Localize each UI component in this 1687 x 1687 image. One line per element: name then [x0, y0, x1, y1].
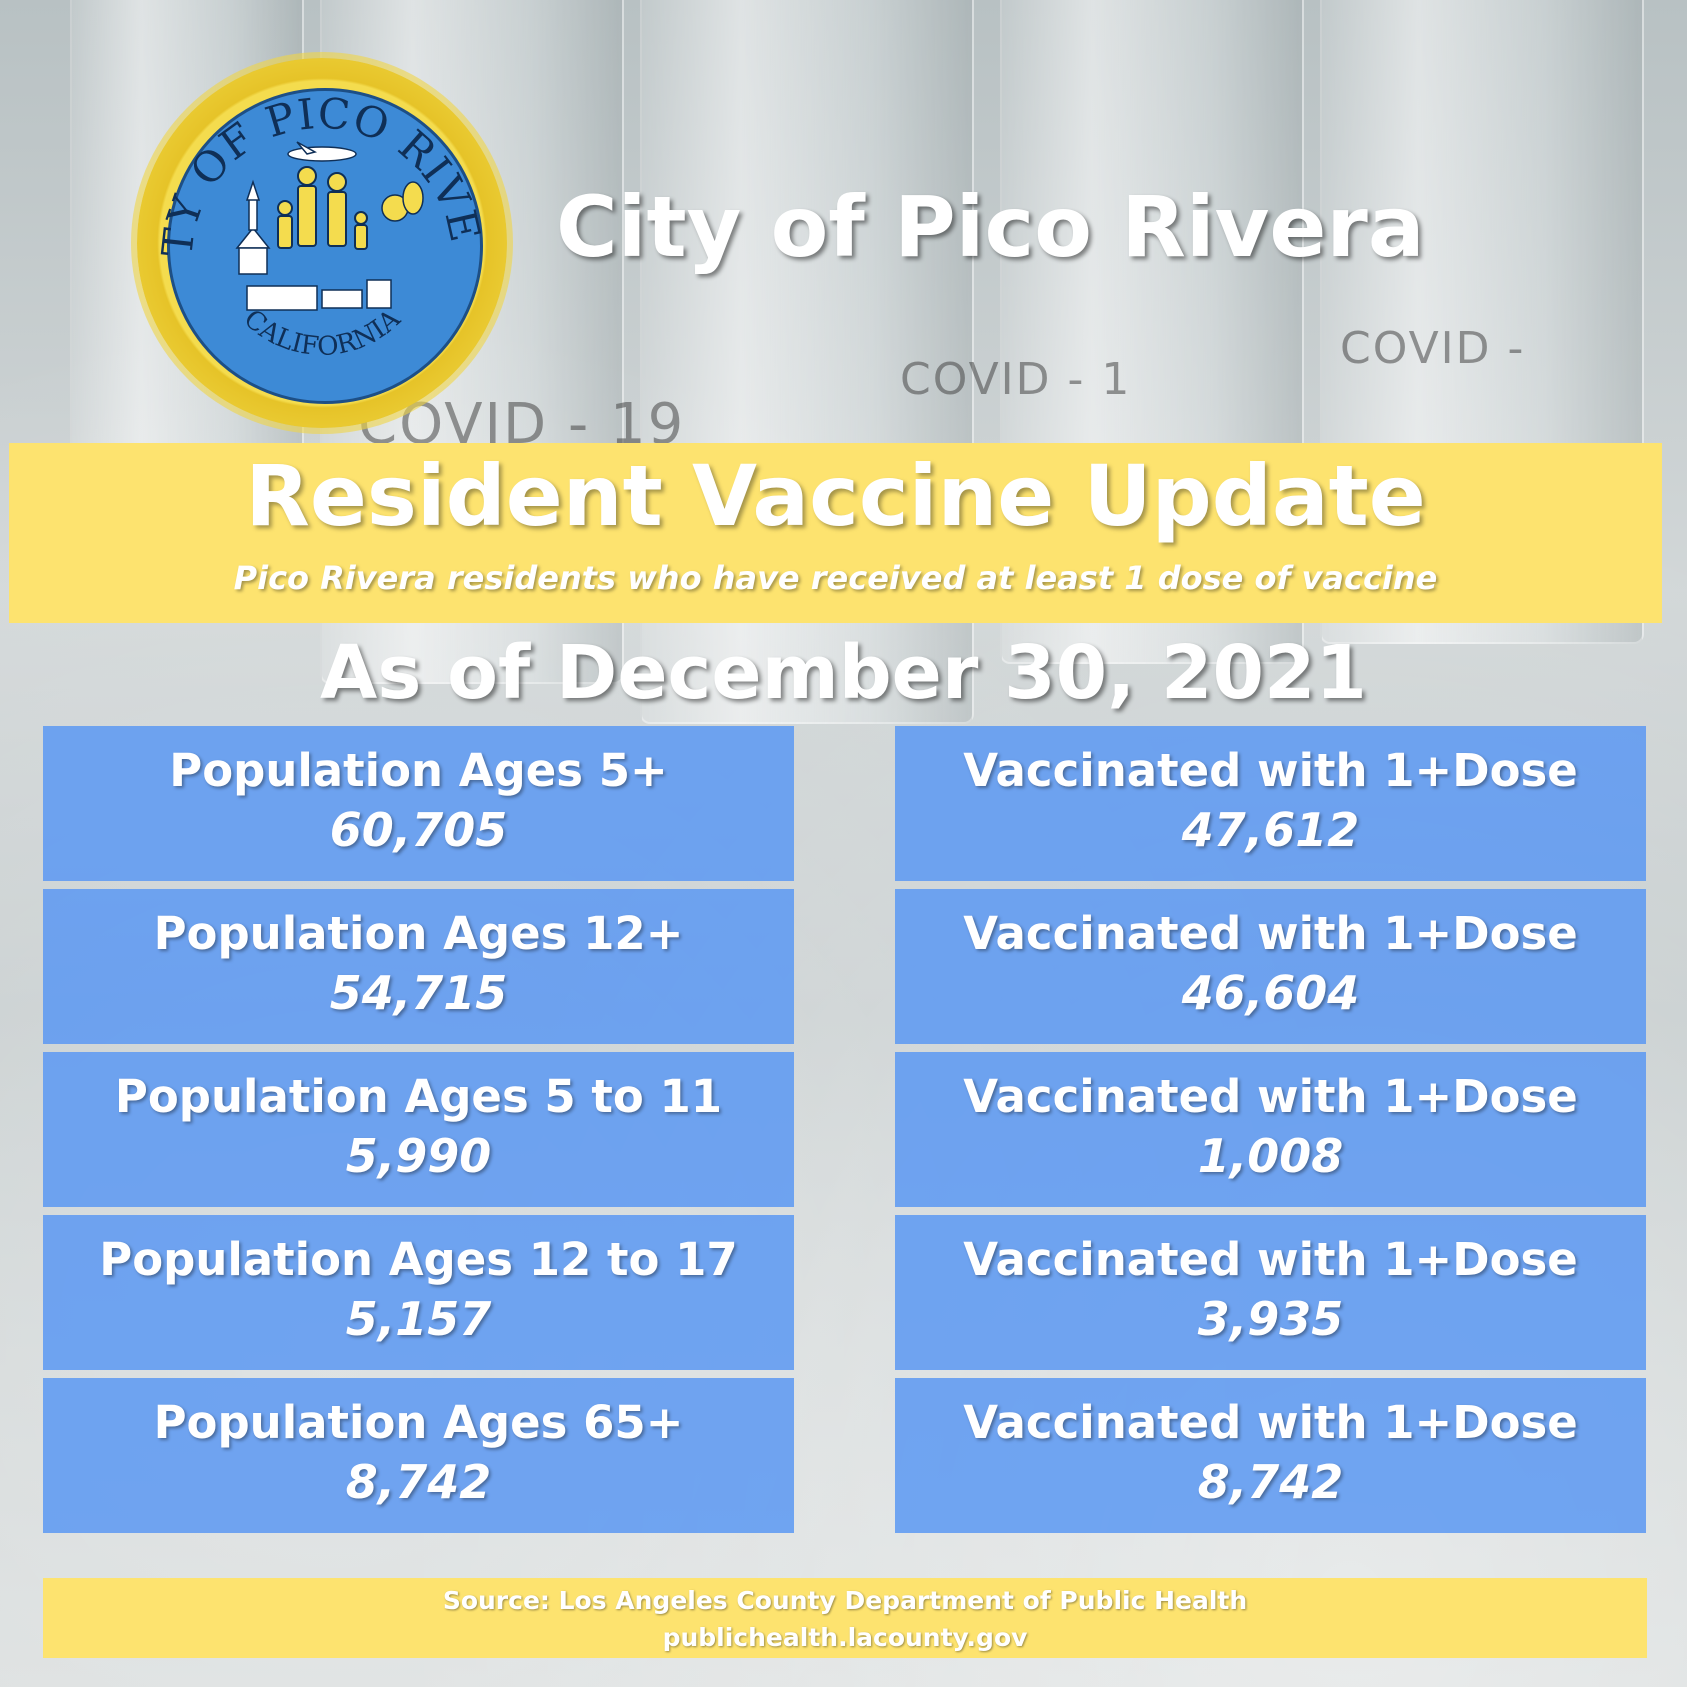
page-title: City of Pico Rivera — [556, 178, 1425, 276]
population-cell: Population Ages 12+ 54,715 — [43, 889, 794, 1044]
vaccinated-cell: Vaccinated with 1+Dose 46,604 — [895, 889, 1646, 1044]
population-label: Population Ages 5 to 11 — [114, 1070, 723, 1123]
vaccinated-cell: Vaccinated with 1+Dose 8,742 — [895, 1378, 1646, 1533]
population-cell: Population Ages 65+ 8,742 — [43, 1378, 794, 1533]
vaccinated-column: Vaccinated with 1+Dose 47,612 Vaccinated… — [895, 726, 1646, 1541]
city-seal-logo: CITY OF PICO RIVERA CALIFORNIA — [137, 58, 507, 428]
population-cell: Population Ages 5 to 11 5,990 — [43, 1052, 794, 1207]
vaccinated-label: Vaccinated with 1+Dose — [963, 744, 1578, 797]
banner-subtitle: Pico Rivera residents who have received … — [233, 559, 1438, 597]
seal-bottom-text: CALIFORNIA — [238, 303, 407, 362]
population-label: Population Ages 65+ — [153, 1396, 684, 1449]
vaccinated-value: 8,742 — [1197, 1455, 1344, 1509]
vaccinated-value: 47,612 — [1181, 803, 1360, 857]
population-cell: Population Ages 12 to 17 5,157 — [43, 1215, 794, 1370]
vaccinated-cell: Vaccinated with 1+Dose 1,008 — [895, 1052, 1646, 1207]
vaccinated-label: Vaccinated with 1+Dose — [963, 1396, 1578, 1449]
vaccinated-value: 1,008 — [1197, 1129, 1344, 1183]
vaccinated-cell: Vaccinated with 1+Dose 47,612 — [895, 726, 1646, 881]
source-url: publichealth.lacounty.gov — [662, 1623, 1028, 1652]
factory-icon — [246, 279, 392, 311]
as-of-date: As of December 30, 2021 — [320, 630, 1367, 716]
source-text: Source: Los Angeles County Department of… — [442, 1586, 1248, 1615]
population-value: 5,990 — [345, 1129, 492, 1183]
vaccinated-cell: Vaccinated with 1+Dose 3,935 — [895, 1215, 1646, 1370]
banner-title: Resident Vaccine Update — [245, 447, 1426, 545]
population-value: 54,715 — [329, 966, 508, 1020]
family-figures — [277, 166, 368, 250]
fruit-icon — [381, 181, 424, 222]
population-value: 8,742 — [345, 1455, 492, 1509]
population-label: Population Ages 5+ — [169, 744, 668, 797]
population-value: 5,157 — [345, 1292, 492, 1346]
population-column: Population Ages 5+ 60,705 Population Age… — [43, 726, 794, 1541]
svg-text:CALIFORNIA: CALIFORNIA — [238, 303, 407, 362]
church-icon — [235, 179, 271, 275]
airplane-icon — [287, 141, 357, 162]
vaccinated-label: Vaccinated with 1+Dose — [963, 1233, 1578, 1286]
vaccinated-label: Vaccinated with 1+Dose — [963, 907, 1578, 960]
vaccinated-value: 3,935 — [1197, 1292, 1344, 1346]
vaccinated-label: Vaccinated with 1+Dose — [963, 1070, 1578, 1123]
seal-center — [167, 88, 483, 404]
update-banner: Resident Vaccine Update Pico Rivera resi… — [9, 443, 1662, 623]
vaccinated-value: 46,604 — [1181, 966, 1360, 1020]
vial-label: COVID - — [1340, 323, 1526, 374]
population-label: Population Ages 12+ — [153, 907, 684, 960]
population-value: 60,705 — [329, 803, 508, 857]
source-footer: Source: Los Angeles County Department of… — [43, 1578, 1647, 1658]
seal-artwork: CITY OF PICO RIVERA CALIFORNIA — [137, 58, 489, 362]
population-cell: Population Ages 5+ 60,705 — [43, 726, 794, 881]
population-label: Population Ages 12 to 17 — [99, 1233, 738, 1286]
vial-label: COVID - 1 — [900, 354, 1132, 405]
